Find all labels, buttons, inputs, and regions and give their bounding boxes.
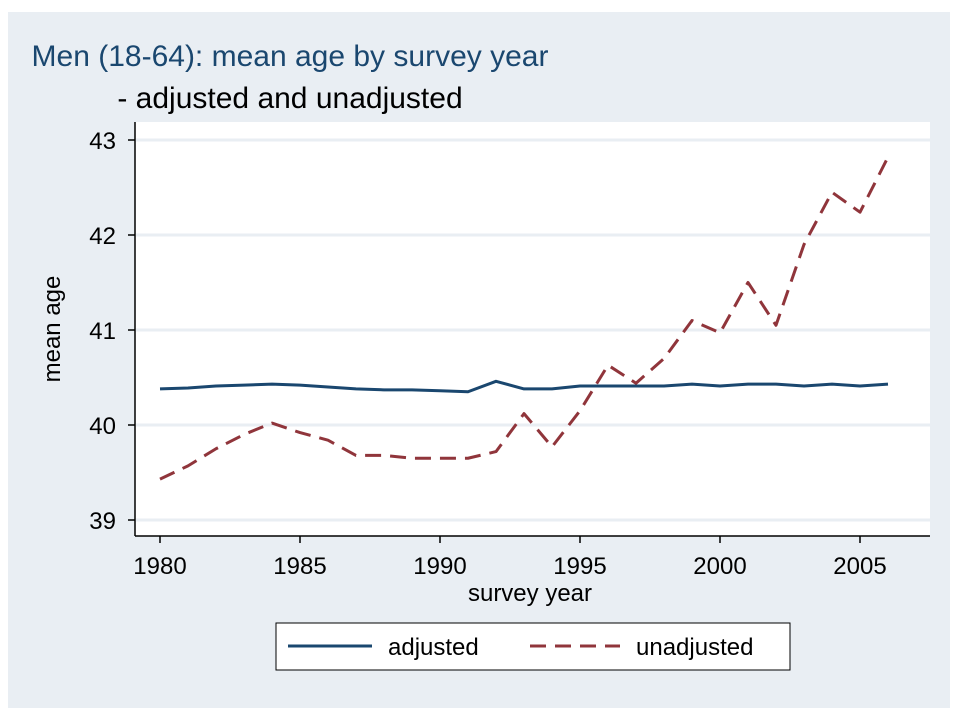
series-line-adjusted <box>159 379 889 394</box>
y-tick-label: 43 <box>89 128 116 155</box>
x-tick-label: 1980 <box>133 553 186 580</box>
chart-subtitle: - adjusted and unadjusted <box>117 82 462 115</box>
legend: adjusted unadjusted <box>275 622 791 671</box>
y-axis-label: mean age <box>39 276 66 383</box>
x-tick-label: 1995 <box>553 553 606 580</box>
x-tick-label: 1985 <box>273 553 326 580</box>
chart-frame: Men (18-64): mean age by survey year - a… <box>8 12 950 708</box>
x-tick-label: 2000 <box>693 553 746 580</box>
legend-label-unadjusted: unadjusted <box>636 634 753 661</box>
series-line-unadjusted <box>159 156 890 481</box>
y-tick-label: 40 <box>89 413 116 440</box>
y-tick-label: 41 <box>89 318 116 345</box>
y-axis-ticks: 39 40 41 42 43 <box>89 128 135 535</box>
y-tick-label: 42 <box>89 223 116 250</box>
x-axis-label: survey year <box>468 580 592 607</box>
legend-label-adjusted: adjusted <box>388 634 479 661</box>
x-tick-label: 2005 <box>833 553 886 580</box>
line-chart: Men (18-64): mean age by survey year - a… <box>32 40 930 671</box>
grid-lines <box>136 138 930 522</box>
x-tick-label: 1990 <box>413 553 466 580</box>
x-axis-ticks: 1980 1985 1990 1995 2000 2005 <box>133 536 887 580</box>
y-tick-label: 39 <box>89 508 116 535</box>
chart-title: Men (18-64): mean age by survey year <box>32 40 549 73</box>
data-series <box>159 156 890 481</box>
